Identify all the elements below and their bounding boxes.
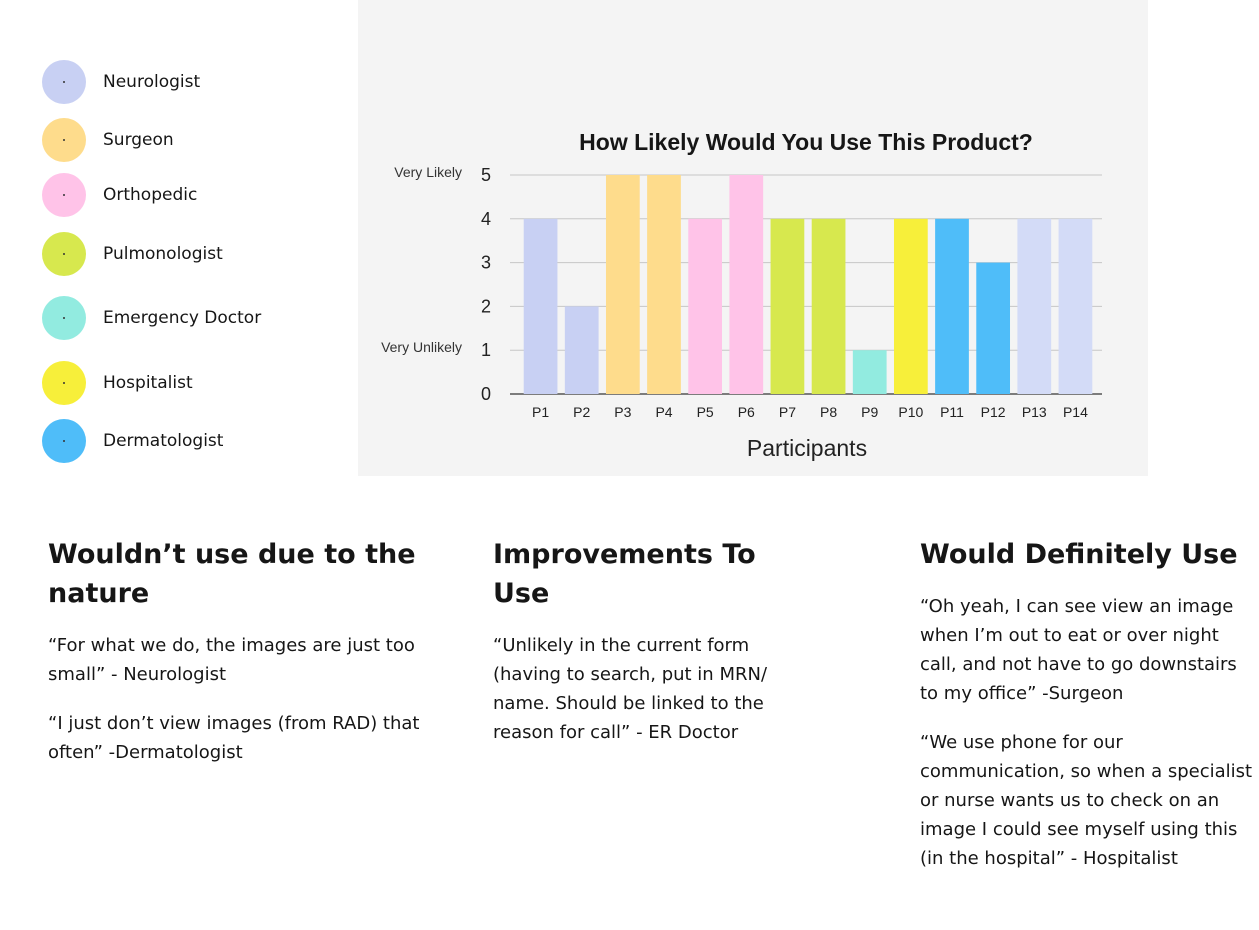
legend-item-orthopedic: Orthopedic xyxy=(42,173,342,217)
legend-item-dermatologist: Dermatologist xyxy=(42,419,342,463)
x-tick-label: P11 xyxy=(940,404,964,420)
legend-label: Orthopedic xyxy=(103,185,198,205)
y-tick-label: 4 xyxy=(481,209,491,229)
chart-title: How Likely Would You Use This Product? xyxy=(579,129,1033,155)
legend-swatch xyxy=(42,173,86,217)
bar xyxy=(770,218,805,394)
chart-legend: Neurologist Surgeon Orthopedic Pulmonolo… xyxy=(42,60,342,470)
x-tick-label: P8 xyxy=(820,404,837,420)
bar-chart: How Likely Would You Use This Product? 0 1… xyxy=(381,129,1102,461)
bar xyxy=(852,350,887,394)
y-annotation: Very Unlikely xyxy=(381,339,462,355)
x-tick-label: P1 xyxy=(532,404,549,420)
legend-swatch xyxy=(42,232,86,276)
bar xyxy=(976,262,1011,394)
legend-item-surgeon: Surgeon xyxy=(42,118,342,162)
legend-item-hospitalist: Hospitalist xyxy=(42,361,342,405)
y-tick-label: 0 xyxy=(481,384,491,404)
section-heading: Would Definitely Use xyxy=(920,539,1238,570)
legend-label: Pulmonologist xyxy=(103,244,223,264)
bar xyxy=(688,218,723,394)
chart-panel: How Likely Would You Use This Product? 0 1… xyxy=(358,0,1148,476)
x-tick-label: P2 xyxy=(573,404,590,420)
x-tick-label: P12 xyxy=(981,404,1006,420)
y-tick-label: 2 xyxy=(481,296,491,316)
legend-label: Emergency Doctor xyxy=(103,308,262,328)
x-axis-label: Participants xyxy=(747,435,867,461)
x-tick-label: P5 xyxy=(697,404,714,420)
x-tick-label: P3 xyxy=(614,404,631,420)
bar xyxy=(523,218,558,394)
quote: “For what we do, the images are just too… xyxy=(48,635,415,685)
bar xyxy=(605,175,640,394)
y-tick-label: 3 xyxy=(481,253,491,273)
legend-label: Surgeon xyxy=(103,130,174,150)
legend-swatch xyxy=(42,419,86,463)
x-tick-label: P10 xyxy=(898,404,923,420)
bar xyxy=(1017,218,1052,394)
section-heading: Wouldn’t use due to the nature xyxy=(48,539,416,609)
bar xyxy=(893,218,928,394)
legend-swatch xyxy=(42,361,86,405)
y-tick-label: 1 xyxy=(481,340,491,360)
bar xyxy=(729,175,764,394)
legend-swatch xyxy=(42,60,86,104)
x-tick-label: P13 xyxy=(1022,404,1047,420)
x-tick-label: P6 xyxy=(738,404,755,420)
section-wouldnt-use: Wouldn’t use due to the nature “For what… xyxy=(48,535,428,787)
quote: “Oh yeah, I can see view an image when I… xyxy=(920,596,1237,704)
section-improvements: Improvements To Use “Unlikely in the cur… xyxy=(493,535,813,767)
bar xyxy=(564,306,599,394)
quote: “We use phone for our communication, so … xyxy=(920,732,1253,869)
bar xyxy=(935,218,969,394)
section-heading: Improvements To Use xyxy=(493,539,756,609)
x-tick-label: P7 xyxy=(779,404,796,420)
legend-swatch xyxy=(42,118,86,162)
section-would-use: Would Definitely Use “Oh yeah, I can see… xyxy=(920,535,1257,893)
x-tick-label: P4 xyxy=(655,404,672,420)
bar xyxy=(1058,218,1093,394)
quote: “Unlikely in the current form (having to… xyxy=(493,635,768,743)
legend-item-neurologist: Neurologist xyxy=(42,60,342,104)
x-tick-label: P9 xyxy=(861,404,878,420)
legend-swatch xyxy=(42,296,86,340)
y-tick-label: 5 xyxy=(481,165,491,185)
legend-item-pulmonologist: Pulmonologist xyxy=(42,232,342,276)
legend-item-emergency-doctor: Emergency Doctor xyxy=(42,296,342,340)
legend-label: Hospitalist xyxy=(103,373,193,393)
bar xyxy=(811,218,846,394)
x-tick-label: P14 xyxy=(1063,404,1088,420)
y-annotation: Very Likely xyxy=(394,164,462,180)
bar xyxy=(647,175,681,394)
legend-label: Neurologist xyxy=(103,72,201,92)
quote: “I just don’t view images (from RAD) tha… xyxy=(48,713,420,763)
legend-label: Dermatologist xyxy=(103,431,224,451)
